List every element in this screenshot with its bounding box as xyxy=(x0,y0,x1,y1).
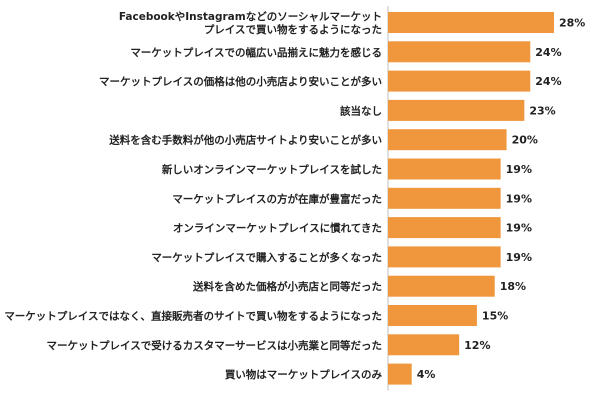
data-label: 15% xyxy=(482,310,508,323)
bar xyxy=(388,334,460,356)
bar xyxy=(388,246,501,268)
category-label: マーケットプレイスで受けるカスタマーサービスは小売業と同等だった xyxy=(47,339,382,352)
bar xyxy=(388,70,531,92)
data-label: 12% xyxy=(464,339,490,352)
bar xyxy=(388,187,501,209)
data-label: 4% xyxy=(417,368,436,381)
bar xyxy=(388,275,495,297)
category-label: 送料を含めた価格が小売店と同等だった xyxy=(192,280,382,293)
data-label: 24% xyxy=(535,75,561,88)
data-label: 18% xyxy=(500,280,526,293)
bar xyxy=(388,129,507,151)
category-label: オンラインマーケットプレイスに慣れてきた xyxy=(173,222,382,235)
category-label: マーケットプレイスで購入することが多くなった xyxy=(151,251,382,264)
category-label: 該当なし xyxy=(340,104,382,117)
category-label: プレイスで買い物をするようになった xyxy=(204,23,382,36)
data-label: 28% xyxy=(559,17,585,30)
bar xyxy=(388,12,554,33)
data-label: 24% xyxy=(535,46,561,59)
data-label: 19% xyxy=(506,192,532,205)
bars-group xyxy=(388,12,554,385)
data-label: 23% xyxy=(529,104,555,117)
category-label: マーケットプレイスの方が在庫が豊富だった xyxy=(172,192,382,205)
data-label: 20% xyxy=(512,134,538,147)
category-label: FacebookやInstagramなどのソーシャルマーケット xyxy=(119,10,382,23)
category-label: 新しいオンラインマーケットプレイスを試した xyxy=(162,163,382,176)
bar xyxy=(388,158,501,180)
bar xyxy=(388,305,477,326)
data-label: 19% xyxy=(506,222,532,235)
bar xyxy=(388,217,501,239)
category-label: マーケットプレイスでの幅広い品揃えに魅力を感じる xyxy=(130,46,382,59)
bar xyxy=(388,363,412,385)
data-label: 19% xyxy=(506,251,532,264)
category-label: マーケットプレイスではなく、直接販売者のサイトで買い物をするようになった xyxy=(4,310,382,323)
category-labels-group: FacebookやInstagramなどのソーシャルマーケットプレイスで買い物を… xyxy=(4,10,382,381)
category-label: 送料を含む手数料が他の小売店サイトより安いことが多い xyxy=(108,134,382,147)
bar xyxy=(388,41,531,63)
category-label: マーケットプレイスの価格は他の小売店より安いことが多い xyxy=(99,75,382,88)
bar xyxy=(388,99,525,121)
data-label: 19% xyxy=(506,163,532,176)
category-label: 買い物はマーケットプレイスのみ xyxy=(225,368,383,381)
value-labels-group: 28% 24% 24% 23% 20% 19% 19% 19% 19% 18% 15% 12% 4% xyxy=(417,17,586,382)
